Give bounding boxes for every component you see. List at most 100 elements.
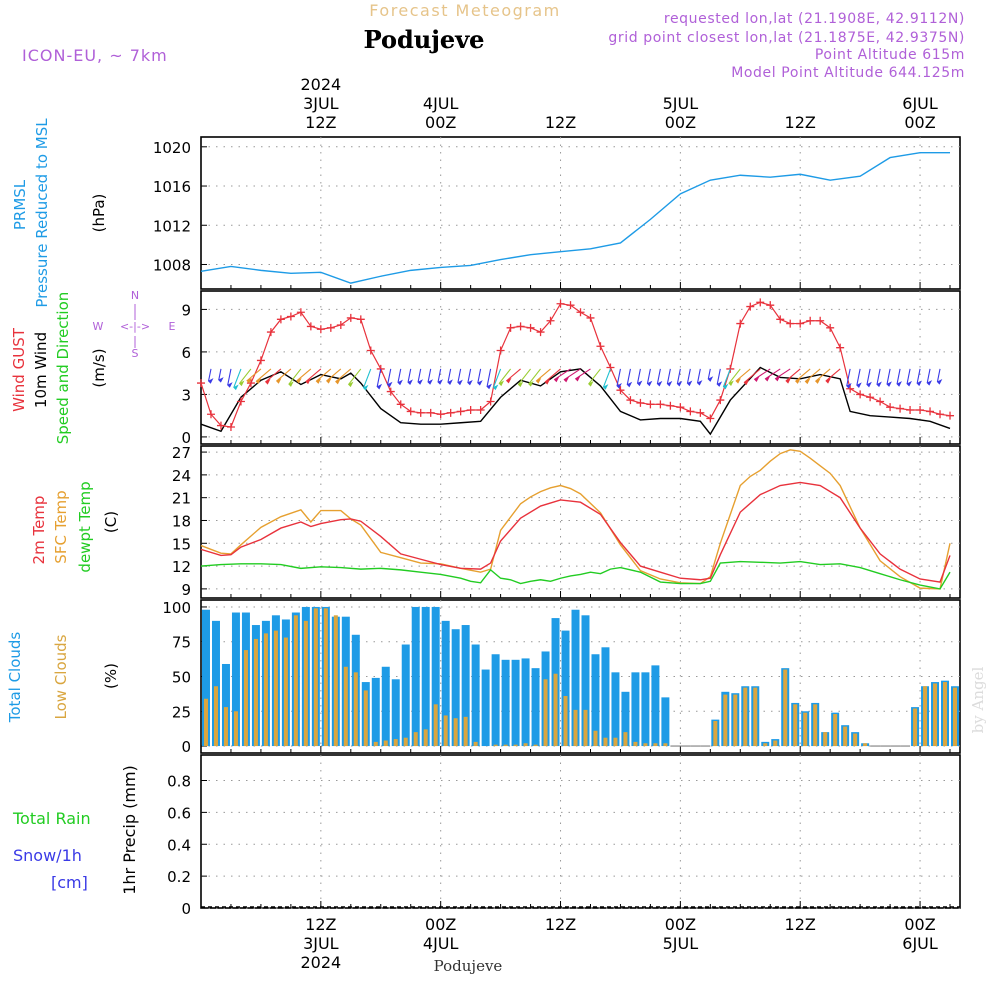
wind-direction-arrowhead — [467, 379, 473, 386]
gust-marker — [756, 298, 765, 307]
y-tick-label: 24 — [172, 467, 191, 485]
low-cloud-bar — [623, 732, 628, 747]
wind-direction-arrowhead — [427, 379, 433, 385]
wind-direction-arrow — [305, 368, 322, 382]
wind-direction-arrow — [239, 368, 252, 384]
gust-marker — [556, 299, 565, 308]
wind-direction-arrow — [602, 368, 611, 388]
wind-direction-arrow — [896, 368, 901, 385]
total-cloud-bar — [451, 629, 460, 747]
low-cloud-bar — [343, 666, 348, 747]
wind-direction-arrowhead — [437, 379, 443, 385]
wind-direction-arrow — [486, 368, 492, 387]
wind-direction-arrow — [397, 368, 402, 383]
low-cloud-bar — [653, 743, 658, 747]
pressure-label: PRMSL — [11, 179, 29, 230]
wind-direction-arrow — [276, 368, 292, 382]
wind-direction-arrow — [866, 368, 871, 385]
low-cloud-bar — [793, 704, 798, 747]
total-cloud-bar — [461, 625, 470, 747]
total-rain-label: Total Rain — [12, 809, 91, 828]
top-time-label: 12Z — [545, 113, 576, 132]
wind-direction-arrowhead — [296, 377, 302, 384]
wind-direction-arrowhead — [264, 378, 271, 385]
total-cloud-bar — [651, 665, 660, 747]
wind-direction-arrow — [233, 368, 242, 388]
gust-marker — [286, 312, 295, 321]
wind-direction-arrow — [728, 368, 741, 384]
model-label: ICON-EU, ~ 7km — [22, 46, 168, 65]
top-time-label: 6JUL — [902, 94, 938, 113]
wind-direction-arrowhead — [238, 380, 245, 387]
low-cloud-bar — [553, 673, 558, 747]
wind-direction-arrow — [926, 368, 931, 384]
total-cloud-bar — [601, 647, 610, 747]
panel-frame — [200, 136, 961, 290]
low-cloud-bar — [403, 737, 408, 747]
temp-unit: (C) — [102, 511, 120, 533]
gust-marker — [576, 308, 585, 317]
top-time-label: 00Z — [665, 113, 696, 132]
pressure-line — [200, 151, 951, 284]
wind-direction-arrow — [447, 368, 452, 383]
gust-marker — [216, 421, 225, 430]
top-time-label: 5JUL — [663, 94, 699, 113]
low-cloud-bar — [913, 708, 918, 747]
credit-watermark: by Angel — [969, 666, 987, 733]
panel-frame — [200, 445, 961, 599]
wind-direction-arrowhead — [686, 380, 693, 387]
wind-direction-arrowhead — [716, 381, 723, 387]
wind-direction-arrowhead — [492, 384, 499, 391]
total-cloud-bar — [611, 672, 620, 747]
low-cloud-bar — [203, 698, 208, 747]
gust-marker — [426, 408, 435, 417]
bottom-time-label: 12Z — [545, 915, 576, 934]
low-cloud-bar — [583, 709, 588, 747]
total-cloud-bar — [411, 606, 420, 747]
wind-direction-arrow — [544, 368, 561, 383]
low-cloud-bar — [953, 687, 958, 747]
gust-marker — [546, 316, 555, 325]
gust-marker — [276, 315, 285, 324]
gust-marker — [866, 393, 875, 402]
wind-direction-arrowhead — [774, 375, 781, 382]
gridpoint-coords: grid point closest lon,lat (21.1875E, 42… — [608, 30, 965, 46]
wind-direction-arrowhead — [926, 380, 933, 386]
low-cloud-bar — [843, 726, 848, 747]
wind-direction-arrowhead — [417, 379, 423, 385]
bottom-time-label: 4JUL — [423, 934, 459, 953]
gust-marker — [416, 408, 425, 417]
gust-marker — [306, 322, 315, 331]
low-cloud-bar — [833, 714, 838, 747]
wind-direction-arrow — [696, 368, 701, 384]
low-cloud-bar — [363, 690, 368, 747]
wind-direction-arrowhead — [846, 383, 852, 389]
wind-direction-arrow — [296, 368, 312, 382]
wind-direction-arrowhead — [753, 376, 760, 383]
wind-direction-arrowhead — [896, 381, 902, 387]
wind-direction-arrow — [707, 368, 711, 380]
wind-direction-arrowhead — [707, 376, 714, 382]
wind-direction-arrowhead — [457, 379, 463, 386]
wind-direction-arrowhead — [804, 378, 811, 385]
wind-direction-arrowhead — [636, 380, 643, 387]
wind-direction-arrow — [686, 368, 691, 384]
wind-direction-arrowhead — [814, 378, 821, 384]
total-cloud-bar — [231, 612, 240, 747]
low-cloud-bar — [773, 740, 778, 747]
point-altitude: Point Altitude 615m — [815, 47, 965, 63]
wind-direction-arrowhead — [477, 380, 483, 386]
wind-direction-arrow — [457, 368, 462, 383]
total-cloud-bar — [571, 609, 580, 747]
gust-marker — [646, 400, 655, 409]
gust-marker — [666, 401, 675, 410]
top-time-label: 12Z — [305, 113, 336, 132]
gust-marker — [826, 323, 835, 332]
low-cloud-bar — [273, 630, 278, 747]
wind-direction-arrow — [588, 368, 601, 385]
low-cloud-bar — [253, 638, 258, 747]
wind-direction-arrow — [255, 368, 272, 382]
wind-direction-arrowhead — [362, 384, 369, 391]
gust-marker — [886, 403, 895, 412]
low-cloud-bar — [413, 732, 418, 747]
